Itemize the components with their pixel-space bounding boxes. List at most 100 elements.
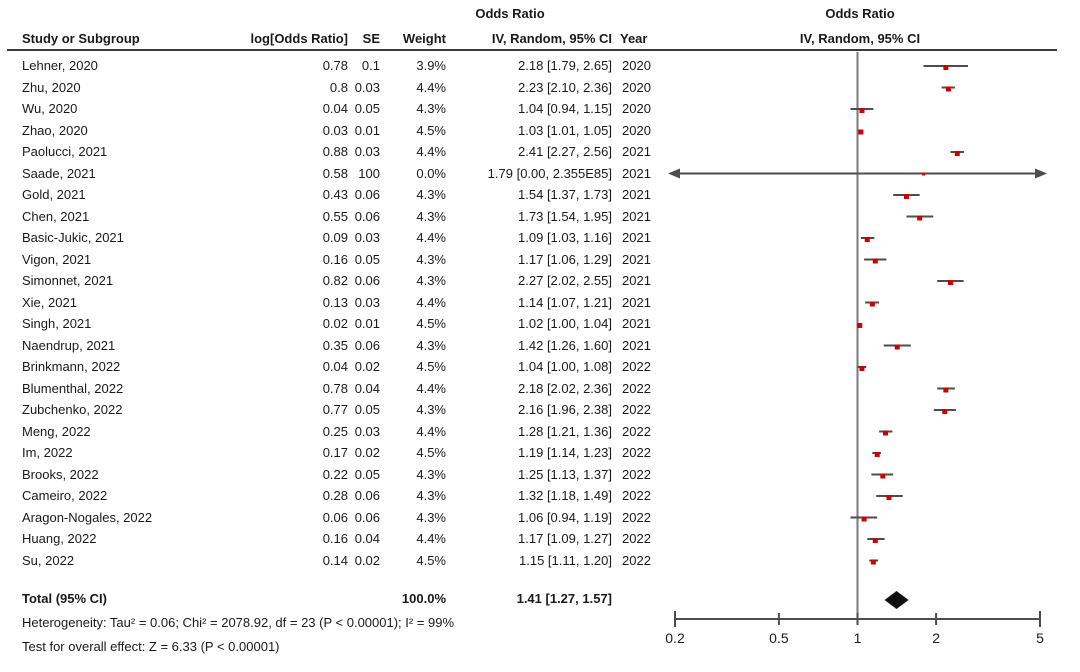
- log-odds-ratio-cell: 0.09: [322, 230, 348, 246]
- year-cell: 2021: [622, 294, 651, 310]
- weight-cell: 4.3%: [416, 337, 446, 353]
- log-odds-ratio-cell: 0.06: [322, 509, 348, 525]
- weight-cell: 4.3%: [416, 208, 446, 224]
- effect-marker: [872, 258, 878, 264]
- year-cell: 2022: [622, 509, 651, 525]
- ci-cell: 2.23 [2.10, 2.36]: [518, 79, 612, 95]
- study-name-cell: Paolucci, 2021: [22, 144, 108, 160]
- study-name-cell: Zhao, 2020: [22, 122, 88, 138]
- log-odds-ratio-cell: 0.17: [322, 445, 348, 461]
- year-cell: 2021: [622, 187, 651, 203]
- weight-cell: 4.4%: [416, 294, 446, 310]
- log-odds-ratio-cell: 0.82: [322, 273, 348, 289]
- weight-cell: 4.4%: [416, 144, 446, 160]
- se-cell: 100: [358, 165, 380, 181]
- table-row: Xie, 2021 0.13 0.03 4.4% 1.14 [1.07, 1.21] 20…: [0, 292, 1080, 314]
- study-name-cell: Meng, 2022: [22, 423, 91, 439]
- se-cell: 0.04: [354, 380, 380, 396]
- log-odds-ratio-cell: 0.77: [322, 402, 348, 418]
- table-row: Simonnet, 2021 0.82 0.06 4.3% 2.27 [2.02, 2.…: [0, 270, 1080, 292]
- ci-cell: 1.06 [0.94, 1.19]: [518, 509, 612, 525]
- log-odds-ratio-cell: 0.88: [322, 144, 348, 160]
- ci-arrow-right: [1035, 168, 1047, 179]
- study-name-cell: Huang, 2022: [22, 531, 97, 547]
- year-cell: 2021: [622, 230, 651, 246]
- table-row: Cameiro, 2022 0.28 0.06 4.3% 1.32 [1.18, 1.4…: [0, 485, 1080, 507]
- log-odds-ratio-cell: 0.78: [322, 380, 348, 396]
- log-odds-ratio-cell: 0.43: [322, 187, 348, 203]
- se-cell: 0.05: [354, 101, 380, 117]
- table-row: Blumenthal, 2022 0.78 0.04 4.4% 2.18 [2.02, …: [0, 378, 1080, 400]
- log-odds-ratio-cell: 0.16: [322, 251, 348, 267]
- se-cell: 0.06: [354, 337, 380, 353]
- year-cell: 2020: [622, 58, 651, 74]
- study-name-cell: Naendrup, 2021: [22, 337, 116, 353]
- total-diamond: [884, 591, 909, 609]
- study-name-cell: Brinkmann, 2022: [22, 359, 121, 375]
- total-row: Total (95% CI) 100.0% 1.41 [1.27, 1.57]: [0, 588, 1080, 610]
- log-odds-ratio-cell: 0.03: [322, 122, 348, 138]
- log-odds-ratio-cell: 0.16: [322, 531, 348, 547]
- x-axis-tick-label: 0.2: [665, 630, 685, 646]
- se-cell: 0.06: [354, 187, 380, 203]
- total-weight: 100.0%: [401, 591, 446, 606]
- study-name-cell: Simonnet, 2021: [22, 273, 114, 289]
- table-row: Zhu, 2020 0.8 0.03 4.4% 2.23 [2.10, 2.36] 202…: [0, 77, 1080, 99]
- weight-cell: 4.5%: [416, 445, 446, 461]
- column-header-se: SE: [362, 31, 380, 46]
- log-odds-ratio-cell: 0.8: [329, 79, 348, 95]
- se-cell: 0.01: [354, 316, 380, 332]
- heterogeneity-text: Heterogeneity: Tau² = 0.06; Chi² = 2078.…: [22, 615, 455, 630]
- study-name-cell: Lehner, 2020: [22, 58, 98, 74]
- effect-marker: [942, 409, 948, 414]
- weight-cell: 4.5%: [416, 316, 446, 332]
- column-header-odds-ratio-plot: Odds Ratio: [825, 6, 895, 21]
- se-cell: 0.05: [354, 251, 380, 267]
- year-cell: 2022: [622, 380, 651, 396]
- table-row: Saade, 2021 0.58 100 0.0% 1.79 [0.00, 2.355E…: [0, 163, 1080, 185]
- ci-cell: 1.42 [1.26, 1.60]: [518, 337, 612, 353]
- weight-cell: 4.5%: [416, 122, 446, 138]
- year-cell: 2022: [622, 423, 651, 439]
- ci-cell: 1.03 [1.01, 1.05]: [518, 122, 612, 138]
- table-row: Aragon-Nogales, 2022 0.06 0.06 4.3% 1.06 [0.…: [0, 507, 1080, 529]
- year-cell: 2022: [622, 488, 651, 504]
- effect-marker: [954, 151, 960, 156]
- weight-cell: 4.3%: [416, 402, 446, 418]
- year-cell: 2022: [622, 531, 651, 547]
- effect-marker: [861, 516, 867, 522]
- weight-cell: 4.4%: [416, 423, 446, 439]
- weight-cell: 4.5%: [416, 552, 446, 568]
- weight-cell: 4.3%: [416, 273, 446, 289]
- year-cell: 2021: [622, 251, 651, 267]
- effect-marker: [858, 129, 864, 135]
- table-row: Brooks, 2022 0.22 0.05 4.3% 1.25 [1.13, 1.37…: [0, 464, 1080, 486]
- year-cell: 2022: [622, 552, 651, 568]
- study-name-cell: Vigon, 2021: [22, 251, 92, 267]
- x-axis-tick-label: 5: [1036, 630, 1044, 646]
- weight-cell: 4.3%: [416, 509, 446, 525]
- effect-marker: [903, 194, 909, 199]
- ci-cell: 1.32 [1.18, 1.49]: [518, 488, 612, 504]
- se-cell: 0.03: [354, 79, 380, 95]
- table-row: Vigon, 2021 0.16 0.05 4.3% 1.17 [1.06, 1.29]…: [0, 249, 1080, 271]
- weight-cell: 4.4%: [416, 230, 446, 246]
- se-cell: 0.06: [354, 488, 380, 504]
- ci-cell: 1.79 [0.00, 2.355E85]: [487, 165, 612, 181]
- log-odds-ratio-cell: 0.25: [322, 423, 348, 439]
- year-cell: 2020: [622, 101, 651, 117]
- se-cell: 0.1: [361, 58, 380, 74]
- ci-cell: 1.04 [0.94, 1.15]: [518, 101, 612, 117]
- study-name-cell: Su, 2022: [22, 552, 75, 568]
- weight-cell: 4.4%: [416, 79, 446, 95]
- se-cell: 0.02: [354, 552, 380, 568]
- effect-marker: [870, 559, 876, 565]
- ci-cell: 1.54 [1.37, 1.73]: [518, 187, 612, 203]
- table-row: Gold, 2021 0.43 0.06 4.3% 1.54 [1.37, 1.73] 2…: [0, 184, 1080, 206]
- ci-cell: 1.73 [1.54, 1.95]: [518, 208, 612, 224]
- se-cell: 0.02: [354, 359, 380, 375]
- year-cell: 2021: [622, 316, 651, 332]
- table-row: Wu, 2020 0.04 0.05 4.3% 1.04 [0.94, 1.15] 202…: [0, 98, 1080, 120]
